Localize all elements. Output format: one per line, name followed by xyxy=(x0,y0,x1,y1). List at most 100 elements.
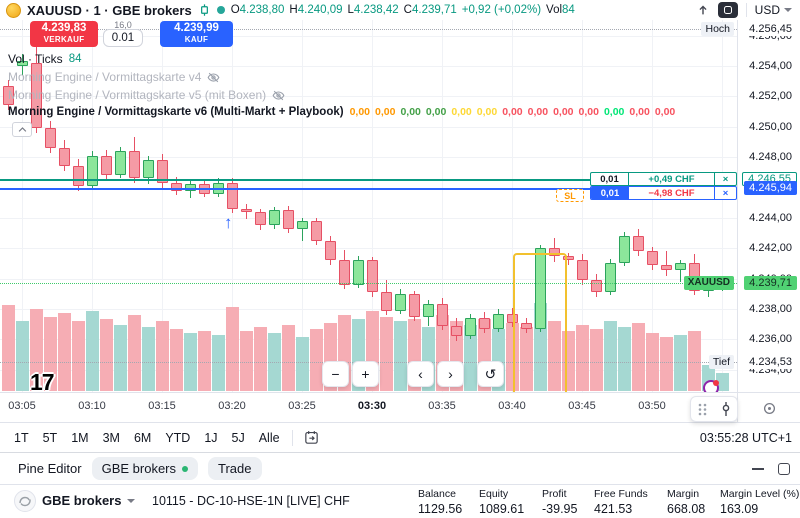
volume-bar xyxy=(15,321,29,391)
assistant-floating-icon[interactable] xyxy=(703,380,719,392)
session-clock[interactable]: 03:55:28 UTC+1 xyxy=(699,430,792,445)
range-button-1J[interactable]: 1J xyxy=(204,430,218,445)
range-button-1M[interactable]: 1M xyxy=(71,430,89,445)
zoom-in-button[interactable]: + xyxy=(352,361,379,387)
price-tick-label: 4.236,00 xyxy=(749,333,792,346)
volume-bar xyxy=(519,327,533,391)
take-profit-order-label[interactable]: 0,01 +0,49 CHF × xyxy=(590,172,737,187)
take-profit-line[interactable] xyxy=(0,179,737,182)
tab-trade[interactable]: Trade xyxy=(208,457,262,480)
range-button-1T[interactable]: 1T xyxy=(14,430,29,445)
high-price-label: 4.256,45 xyxy=(744,21,797,36)
price-tick-label: 4.242,00 xyxy=(749,242,792,255)
legend-collapse-button[interactable] xyxy=(12,122,32,137)
indicator-value: 0,00 xyxy=(425,106,447,118)
go-to-date-icon[interactable] xyxy=(303,429,320,446)
eye-off-icon[interactable] xyxy=(272,89,285,102)
close-icon[interactable]: × xyxy=(714,173,736,186)
currency-dropdown[interactable]: USD xyxy=(755,3,794,17)
buy-button[interactable]: 4.239,99 KAUF xyxy=(160,21,233,47)
reset-chart-button[interactable]: ↺ xyxy=(477,361,504,387)
highlight-box-drawing[interactable] xyxy=(513,253,567,392)
expand-panel-icon[interactable] xyxy=(778,463,790,475)
candle xyxy=(576,260,588,281)
time-axis[interactable]: 03:05 03:10 03:15 03:20 03:25 03:30 03:35 03:40… xyxy=(0,392,800,423)
low-badge: Tief xyxy=(708,354,734,369)
zoom-out-button[interactable]: − xyxy=(322,361,349,387)
chevron-down-icon xyxy=(127,498,136,503)
candle xyxy=(254,211,266,226)
candle xyxy=(534,248,546,329)
legend-indicator-v4[interactable]: Morning Engine / Vormittagskarte v4 xyxy=(8,70,220,84)
grid-line xyxy=(0,35,737,37)
range-button-3M[interactable]: 3M xyxy=(102,430,120,445)
indicator-value: 0,00 xyxy=(578,106,599,118)
volume-bar xyxy=(127,315,141,391)
panel-tabs: Pine Editor GBE brokers Trade xyxy=(0,453,800,485)
candle-style-icon[interactable] xyxy=(198,3,211,17)
price-tick-label: 4.248,00 xyxy=(749,151,792,164)
grid-line xyxy=(302,0,303,392)
candle xyxy=(128,151,140,179)
screenshot-camera-icon[interactable] xyxy=(717,2,738,18)
indicator-value: 0,00 xyxy=(349,106,371,118)
indicator-values: 0,00 0,00 0,00 0,00 0,00 0,00 0,00 0,00 0,00 0,00… xyxy=(350,106,676,118)
range-button-6M[interactable]: 6M xyxy=(133,430,152,445)
volume-bar xyxy=(85,311,99,391)
tab-gbe-brokers[interactable]: GBE brokers xyxy=(91,457,199,480)
price-scale[interactable]: 4.256,004.254,004.252,004.250,004.248,00… xyxy=(737,0,800,392)
sl-badge[interactable]: SL xyxy=(556,189,584,203)
axis-drag-widget[interactable] xyxy=(690,396,738,422)
scroll-left-button[interactable]: ‹ xyxy=(407,361,434,387)
legend-indicator-v6[interactable]: Morning Engine / Vormittagskarte v6 (Mul… xyxy=(8,106,676,118)
volume-bar xyxy=(463,325,477,391)
sell-button[interactable]: 4.239,83 VERKAUF xyxy=(30,21,98,47)
account-selector[interactable]: GBE brokers xyxy=(42,493,136,508)
broker-logo xyxy=(14,490,36,512)
legend-indicator-v5[interactable]: Morning Engine / Vormittagskarte v5 (mit… xyxy=(8,88,285,102)
price-tick-label: 4.250,00 xyxy=(749,120,792,133)
volume-bar xyxy=(113,325,127,391)
volume-bar xyxy=(43,317,57,391)
stop-loss-order-label[interactable]: 0,01 −4,98 CHF × xyxy=(590,186,737,201)
time-tick-label: 03:10 xyxy=(78,400,106,412)
time-tick-label: 03:30 xyxy=(357,400,387,412)
candle xyxy=(30,62,42,129)
volume-bar xyxy=(99,319,113,391)
symbol-title[interactable]: XAUUSD · 1 · GBE brokers xyxy=(27,2,192,18)
volume-bar xyxy=(309,329,323,391)
price-change: +0,92 (+0,02%) xyxy=(461,4,542,16)
tradingview-logo[interactable]: 17 xyxy=(30,369,55,392)
volume-bar xyxy=(603,321,617,391)
indicator-value: 0,00 xyxy=(603,106,625,118)
candle-wick xyxy=(245,204,247,220)
lot-size-input[interactable]: 0.01 xyxy=(103,29,143,47)
stop-loss-line[interactable] xyxy=(0,188,737,191)
tab-pine-editor[interactable]: Pine Editor xyxy=(18,461,82,476)
range-button-5T[interactable]: 5T xyxy=(42,430,58,445)
close-icon[interactable]: × xyxy=(714,187,736,200)
minimize-panel-icon[interactable] xyxy=(752,468,764,470)
range-button-5J[interactable]: 5J xyxy=(231,430,245,445)
range-button-Alle[interactable]: Alle xyxy=(258,430,280,445)
legend-volume-row[interactable]: Vol · Ticks 84 xyxy=(8,52,82,66)
candle xyxy=(590,280,602,293)
volume-bar xyxy=(673,335,687,391)
low-price-label: 4.234,53 xyxy=(744,354,797,369)
scroll-right-button[interactable]: › xyxy=(437,361,464,387)
volume-bar xyxy=(505,323,519,391)
eye-off-icon[interactable] xyxy=(207,71,220,84)
status-dot-icon[interactable] xyxy=(216,6,225,14)
grid-line xyxy=(0,66,737,67)
grid-line xyxy=(372,0,373,392)
stat-margin: Margin 668.08 xyxy=(667,488,706,516)
range-button-YTD[interactable]: YTD xyxy=(165,430,191,445)
candle xyxy=(548,248,560,256)
publish-arrow-icon[interactable] xyxy=(696,3,710,17)
chart-area[interactable]: ↑ 17 XAUUSD · 1 · GBE brokers O4.238,80 … xyxy=(0,0,800,392)
candle xyxy=(16,61,28,66)
price-tick-label: 4.238,00 xyxy=(749,303,792,316)
indicator-value: 0,00 xyxy=(451,106,472,118)
volume-bar xyxy=(1,305,15,391)
scale-settings-cell[interactable] xyxy=(737,393,800,423)
